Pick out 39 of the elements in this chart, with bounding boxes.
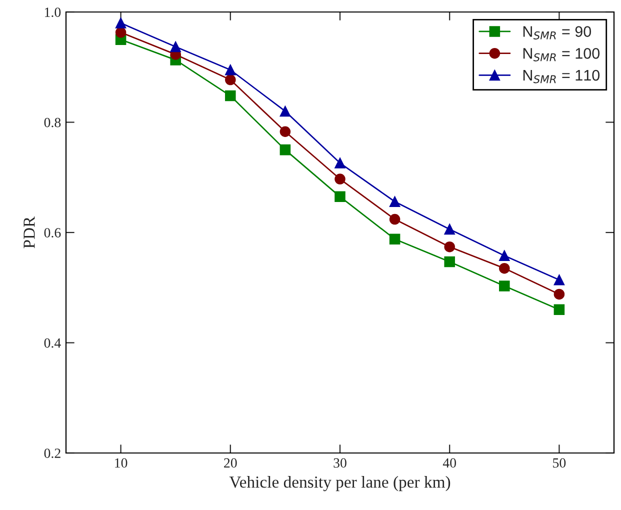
- point: [554, 304, 565, 316]
- point: [115, 18, 126, 28]
- point: [554, 288, 565, 300]
- x-tick-label: 10: [115, 458, 128, 468]
- y-tick-label: 0.6: [44, 228, 61, 238]
- point: [115, 27, 126, 38]
- legend-label: N$_{SMR}$ = 90: [523, 26, 592, 40]
- point: [334, 158, 346, 168]
- y-tick-label: 0.8: [44, 118, 61, 128]
- point: [444, 256, 455, 268]
- point: [280, 126, 291, 137]
- point: [389, 214, 400, 225]
- point: [499, 262, 510, 274]
- y-tick-label: 0.4: [44, 338, 61, 348]
- legend-label: N$_{SMR}$ = 100: [523, 48, 600, 62]
- x-tick-label: 30: [334, 458, 346, 468]
- point: [334, 174, 346, 184]
- point: [444, 241, 455, 252]
- y-tick-label: 0.2: [44, 448, 60, 458]
- point: [499, 280, 510, 292]
- point: [444, 224, 455, 235]
- point: [499, 250, 510, 262]
- point: [554, 274, 565, 286]
- point: [170, 41, 181, 52]
- x-tick-label: 40: [442, 458, 456, 468]
- point: [334, 191, 346, 202]
- legend-label: N$_{SMR}$ = 110: [523, 70, 600, 84]
- y-tick-label: 1.0: [45, 8, 61, 18]
- point: [225, 90, 236, 102]
- x-axis-title: Vehicle density per lane (per km): [229, 476, 450, 492]
- x-tick-label: 20: [224, 458, 237, 468]
- point: [280, 144, 291, 156]
- point: [225, 64, 236, 76]
- x-tick-label: 50: [553, 458, 566, 468]
- point: [389, 234, 400, 244]
- point: [225, 74, 236, 86]
- point: [280, 106, 291, 117]
- point: [389, 196, 400, 208]
- y-axis-title: PDR: [24, 216, 35, 248]
